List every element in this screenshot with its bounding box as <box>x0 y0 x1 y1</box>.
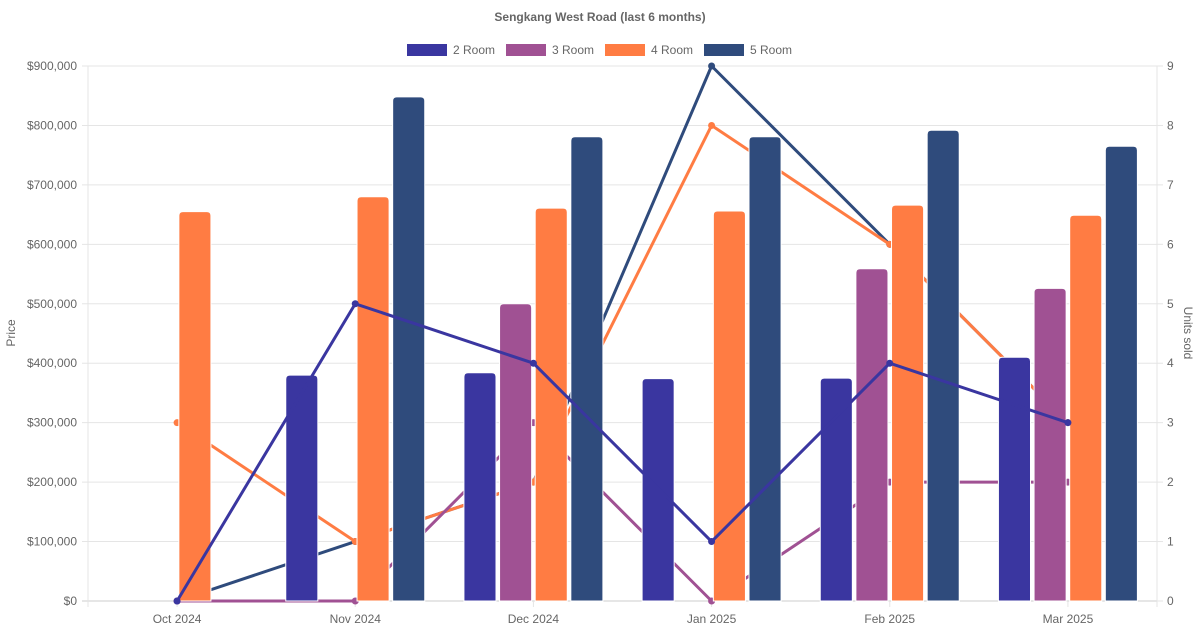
bar-4-room-0[interactable] <box>178 211 212 602</box>
right-tick-label: 2 <box>1167 475 1174 489</box>
bar-2-room-2[interactable] <box>463 372 497 602</box>
x-tick-label: Nov 2024 <box>330 612 382 626</box>
left-tick-label: $500,000 <box>27 297 77 311</box>
bar-2-room-4[interactable] <box>819 377 853 602</box>
legend-label: 4 Room <box>651 43 693 57</box>
gridlines <box>82 65 1163 607</box>
legend-label: 2 Room <box>453 43 495 57</box>
right-tick-label: 3 <box>1167 416 1174 430</box>
x-tick-label: Mar 2025 <box>1043 612 1094 626</box>
line-point[interactable] <box>886 359 894 367</box>
right-tick-label: 6 <box>1167 237 1174 251</box>
line-point[interactable] <box>708 538 716 546</box>
right-tick-label: 9 <box>1167 59 1174 73</box>
right-tick-label: 0 <box>1167 594 1174 608</box>
bar-4-room-2[interactable] <box>534 207 568 602</box>
left-axis-ticks: $0 $100,000 $200,000 $300,000 $400,000 $500,0… <box>27 59 77 608</box>
lines-over <box>173 300 1072 605</box>
x-tick-label: Jan 2025 <box>687 612 737 626</box>
chart-title: Sengkang West Road (last 6 months) <box>494 10 705 24</box>
bar-4-room-4[interactable] <box>891 204 925 602</box>
legend-swatch <box>506 44 546 56</box>
right-tick-label: 5 <box>1167 297 1174 311</box>
left-tick-label: $0 <box>64 594 78 608</box>
left-tick-label: $200,000 <box>27 475 77 489</box>
bar-5-room-4[interactable] <box>926 129 960 602</box>
left-tick-label: $700,000 <box>27 178 77 192</box>
legend-label: 3 Room <box>552 43 594 57</box>
left-tick-label: $100,000 <box>27 535 77 549</box>
line-point[interactable] <box>708 121 716 129</box>
legend: 2 Room 3 Room 4 Room 5 Room <box>407 43 792 57</box>
right-tick-label: 4 <box>1167 356 1174 370</box>
right-tick-label: 1 <box>1167 535 1174 549</box>
legend-item[interactable]: 2 Room <box>407 43 495 57</box>
bar-4-room-5[interactable] <box>1069 214 1103 602</box>
line-point[interactable] <box>351 300 359 308</box>
legend-item[interactable]: 5 Room <box>704 43 792 57</box>
legend-swatch <box>704 44 744 56</box>
bar-4-room-3[interactable] <box>712 210 746 602</box>
bar-2-room-5[interactable] <box>997 356 1031 602</box>
bar-5-room-3[interactable] <box>748 136 782 602</box>
left-tick-label: $600,000 <box>27 237 77 251</box>
right-tick-label: 7 <box>1167 178 1174 192</box>
right-axis-ticks: 0 1 2 3 4 5 6 7 8 9 <box>1167 59 1174 608</box>
legend-item[interactable]: 4 Room <box>605 43 693 57</box>
bar-4-room-1[interactable] <box>356 196 390 602</box>
line-point[interactable] <box>529 359 537 367</box>
x-tick-label: Oct 2024 <box>153 612 202 626</box>
left-axis-title: Price <box>4 319 18 347</box>
line-2-room <box>175 302 1069 602</box>
right-axis-title: Units sold <box>1181 307 1195 360</box>
line-point[interactable] <box>173 597 181 605</box>
line-point[interactable] <box>708 62 716 70</box>
bar-3-room-4[interactable] <box>855 268 889 602</box>
bars <box>285 96 1138 602</box>
legend-swatch <box>407 44 447 56</box>
x-axis-ticks: Oct 2024 Nov 2024 Dec 2024 Jan 2025 Feb 2025… <box>153 601 1094 626</box>
bar-5-room-5[interactable] <box>1104 145 1138 602</box>
line-point[interactable] <box>1064 419 1072 427</box>
left-tick-label: $800,000 <box>27 118 77 132</box>
bar-5-room-1[interactable] <box>392 96 426 602</box>
left-tick-label: $900,000 <box>27 59 77 73</box>
left-tick-label: $400,000 <box>27 356 77 370</box>
left-tick-label: $300,000 <box>27 416 77 430</box>
legend-swatch <box>605 44 645 56</box>
bars-top <box>178 196 1103 602</box>
x-tick-label: Dec 2024 <box>508 612 560 626</box>
legend-item[interactable]: 3 Room <box>506 43 594 57</box>
x-tick-label: Feb 2025 <box>864 612 915 626</box>
legend-label: 5 Room <box>750 43 792 57</box>
bar-5-room-2[interactable] <box>570 136 604 602</box>
bar-3-room-2[interactable] <box>499 303 533 602</box>
bar-3-room-5[interactable] <box>1033 287 1067 602</box>
right-tick-label: 8 <box>1167 118 1174 132</box>
